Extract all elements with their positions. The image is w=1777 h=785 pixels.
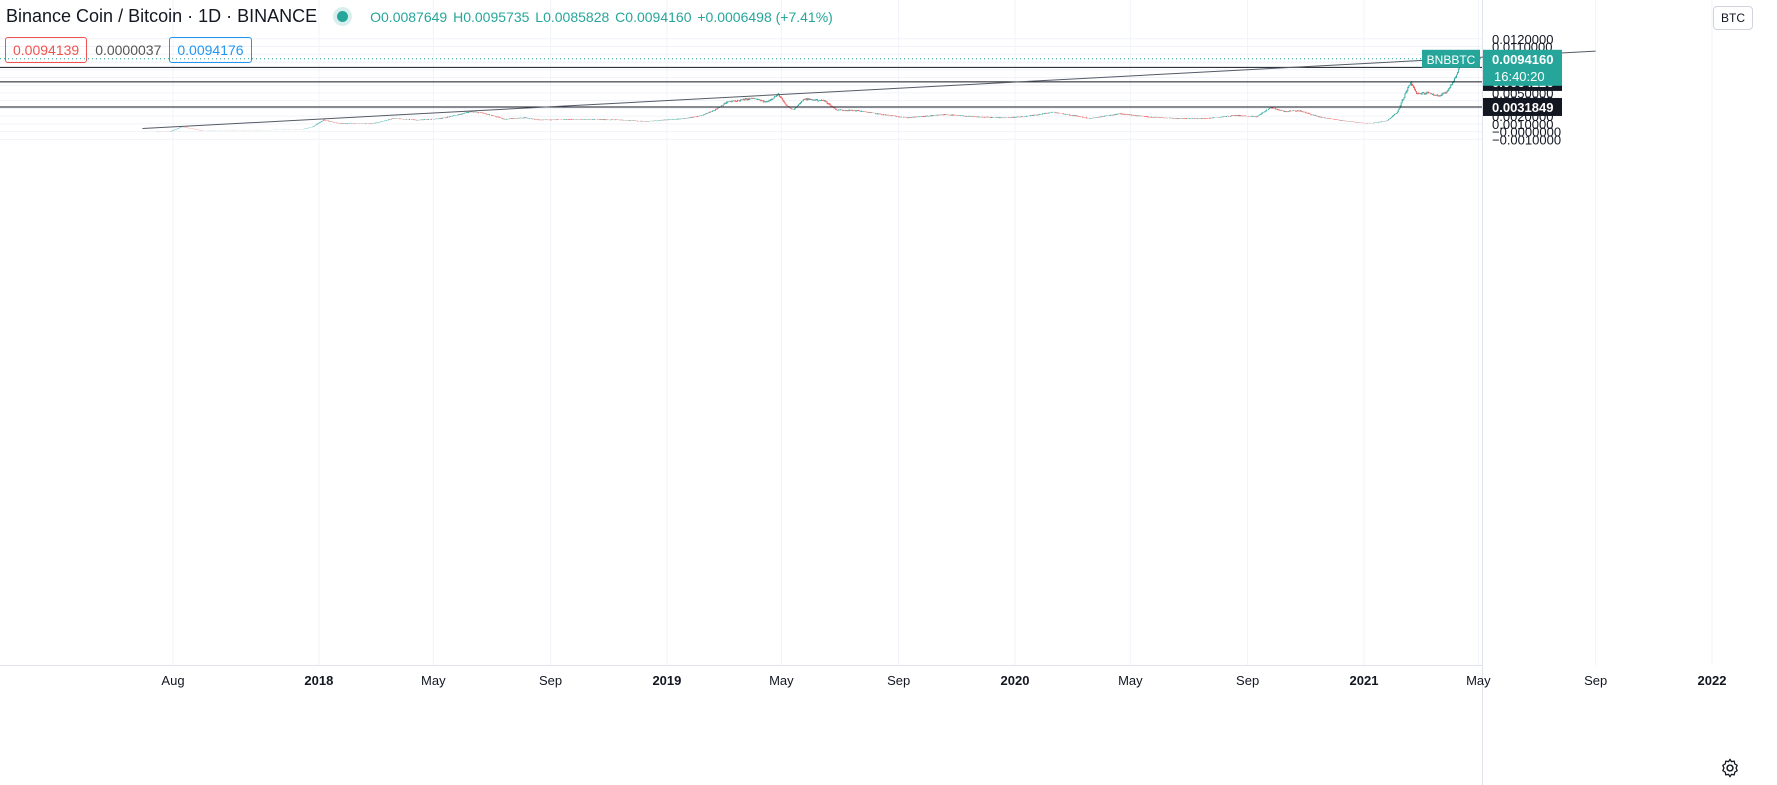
x-tick-label: Aug [161,673,184,688]
x-tick-label: Sep [887,673,910,688]
open-label: O [370,8,382,25]
sell-price-button[interactable]: 0.0094139 [5,37,88,63]
symbol-tag-bg [1422,49,1480,68]
high-label: H [453,8,464,25]
y-tick-label: −0.0000000 [1492,125,1561,140]
y-tick-label: 0.0120000 [1492,32,1553,47]
ohlc-close: C0.0094160 [615,9,691,25]
ohlc-legend: O0.0087649 H0.0095735 L0.0085828 C0.0094… [370,9,833,25]
x-tick-label: 2018 [304,673,333,688]
high-value: 0.0095735 [463,8,530,25]
x-tick-label: 2021 [1350,673,1379,688]
y-tick-label: 0.0010000 [1492,117,1553,132]
candlestick-series [155,57,1462,132]
last-price-label-bg [1483,49,1562,86]
symbol-tag: BNBBTC [1427,53,1476,67]
y-tick-label: −0.0010000 [1492,132,1561,147]
buy-price-button[interactable]: 0.0094176 [169,37,252,63]
x-tick-label: Sep [539,673,562,688]
level-label: 0.0031849 [1492,100,1553,115]
low-value: 0.0085828 [543,8,610,25]
change-value: +0.0006498 (+7.41%) [697,8,833,25]
x-tick-label: May [769,673,794,688]
spread-value: 0.0000037 [95,42,162,58]
ohlc-high: H0.0095735 [453,9,529,25]
x-tick-label: Sep [1584,673,1607,688]
x-tick-label: Sep [1236,673,1259,688]
market-status-icon [337,11,349,22]
close-value: 0.0094160 [625,8,692,25]
trend-line [142,50,1596,130]
bid-ask-panel: 0.0094139 0.0000037 0.0094176 [5,37,252,63]
x-tick-label: 2019 [652,673,681,688]
x-tick-label: May [1466,673,1491,688]
x-tick-label: 2020 [1001,673,1030,688]
currency-button[interactable]: BTC [1713,6,1753,30]
level-label-bg [1483,97,1562,116]
last-price-label: 0.0094160 [1492,52,1553,67]
gear-icon[interactable] [1719,757,1741,779]
chart-header: Binance Coin / Bitcoin · 1D · BINANCE O0… [6,6,833,27]
x-tick-label: 2022 [1698,673,1727,688]
symbol-title[interactable]: Binance Coin / Bitcoin · 1D · BINANCE [6,6,318,26]
close-label: C [615,8,626,25]
ohlc-open: O0.0087649 [370,9,447,25]
bar-countdown: 16:40:20 [1494,69,1545,84]
open-value: 0.0087649 [381,8,448,25]
x-tick-label: May [421,673,446,688]
low-label: L [535,8,544,25]
ohlc-low: L0.0085828 [535,9,609,25]
x-tick-label: May [1118,673,1143,688]
